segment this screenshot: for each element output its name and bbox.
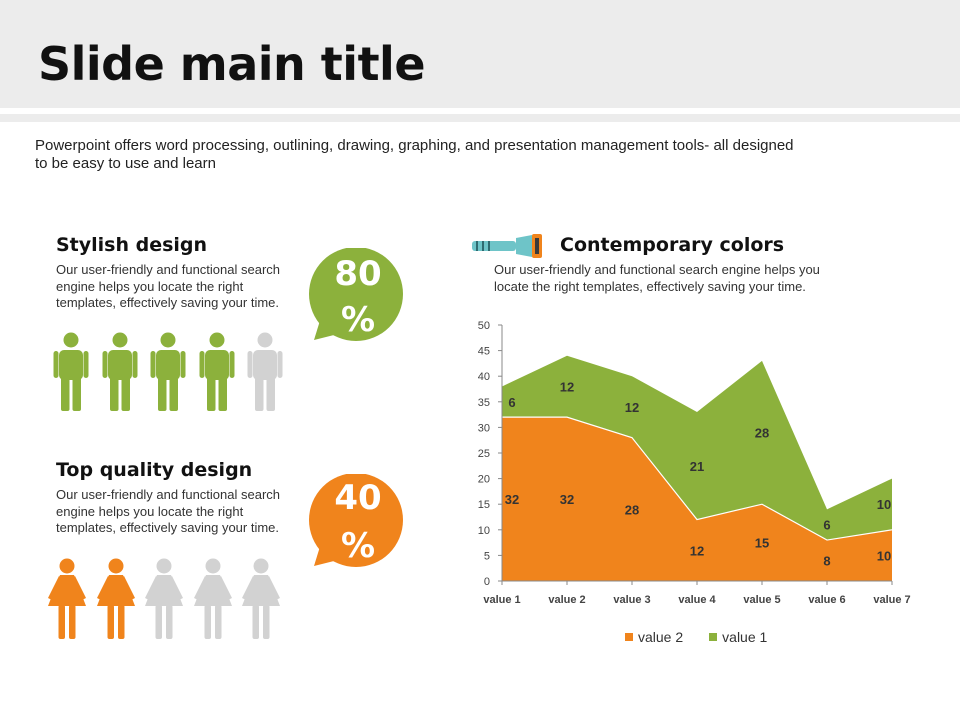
y-tick-label: 50 <box>478 320 490 332</box>
data-label-value-1: 21 <box>690 459 704 474</box>
x-tick-label: value 7 <box>873 594 910 606</box>
data-label-value-1: 6 <box>508 395 515 410</box>
female-person-icon <box>237 558 286 640</box>
data-label-value-1: 10 <box>877 497 891 512</box>
stylish-percent-bubble: 80 % <box>308 247 408 348</box>
intro-text: Powerpoint offers word processing, outli… <box>35 137 794 172</box>
female-person-icon <box>43 558 92 640</box>
data-label-value-2: 8 <box>823 554 830 569</box>
title-band <box>0 0 960 108</box>
stylish-percent-number: 80 <box>334 254 382 294</box>
data-label-value-1: 28 <box>755 426 769 441</box>
x-tick-label: value 3 <box>613 594 650 606</box>
data-label-value-2: 15 <box>755 536 769 551</box>
female-person-icon <box>92 558 141 640</box>
stylish-percent-sign: % <box>340 300 376 340</box>
data-label-value-2: 12 <box>690 543 704 558</box>
x-tick-label: value 4 <box>678 594 716 606</box>
y-tick-label: 0 <box>484 576 490 588</box>
male-person-icon <box>193 332 242 414</box>
legend-item-value-1: value 1 <box>709 629 767 645</box>
x-tick-label: value 1 <box>483 594 520 606</box>
y-tick-label: 35 <box>478 397 490 409</box>
flashlight-icon <box>470 232 550 265</box>
y-tick-label: 10 <box>478 525 490 537</box>
data-label-value-2: 28 <box>625 502 639 517</box>
x-tick-label: value 6 <box>808 594 845 606</box>
speech-bubble-icon <box>309 473 403 567</box>
area-series-value-2 <box>502 417 892 581</box>
y-tick-label: 45 <box>478 346 490 358</box>
title-divider <box>0 114 960 122</box>
quality-percent-sign: % <box>340 526 376 566</box>
male-person-icon <box>144 332 193 414</box>
contemporary-colors-text: Our user-friendly and functional search … <box>494 262 820 294</box>
data-label-value-2: 10 <box>877 548 891 563</box>
legend-label-value-1: value 1 <box>722 629 768 645</box>
y-tick-label: 30 <box>478 422 490 434</box>
stylish-design-text: Our user-friendly and functional search … <box>56 262 281 310</box>
chart-svg: 0 5 10 15 20 25 30 35 40 45 50 value 1 value 2 value … <box>478 320 911 606</box>
quality-percent-number: 40 <box>334 478 382 518</box>
slide-title: Slide main title <box>38 37 426 91</box>
female-person-icon <box>140 558 189 640</box>
y-tick-label: 15 <box>478 499 490 511</box>
y-tick-label: 5 <box>484 550 490 562</box>
quality-design-text: Our user-friendly and functional search … <box>56 487 281 535</box>
female-person-icon <box>189 558 238 640</box>
legend-swatch-value-1 <box>709 633 718 641</box>
data-label-value-2: 32 <box>560 492 574 507</box>
x-tick-label: value 2 <box>548 594 585 606</box>
stacked-area-chart: 0 5 10 15 20 25 30 35 40 45 50 value 1 value 2 value … <box>440 310 940 660</box>
male-person-icon <box>96 332 145 414</box>
quality-figures <box>43 558 286 640</box>
y-tick-label: 40 <box>478 371 490 383</box>
legend-label-value-2: value 2 <box>638 629 684 645</box>
data-label-value-1: 6 <box>823 518 830 533</box>
area-series-value-1 <box>502 355 892 541</box>
quality-design-title: Top quality design <box>56 459 253 481</box>
x-tick-label: value 5 <box>743 594 780 606</box>
stylish-design-title: Stylish design <box>56 234 208 256</box>
chart-legend: value 2 value 1 <box>625 629 793 645</box>
data-label-value-1: 12 <box>560 379 574 394</box>
legend-item-value-2: value 2 <box>625 629 683 645</box>
male-person-icon <box>241 332 290 414</box>
legend-swatch-value-2 <box>625 633 633 641</box>
male-person-icon <box>47 332 96 414</box>
y-tick-label: 20 <box>478 474 490 486</box>
stylish-figures <box>47 332 290 414</box>
data-label-value-2: 32 <box>505 492 519 507</box>
y-tick-label: 25 <box>478 448 490 460</box>
speech-bubble-icon <box>309 247 403 341</box>
quality-percent-bubble: 40 % <box>308 473 408 574</box>
contemporary-colors-title: Contemporary colors <box>560 234 785 256</box>
data-label-value-1: 12 <box>625 400 639 415</box>
series-boundary-line <box>502 416 893 541</box>
